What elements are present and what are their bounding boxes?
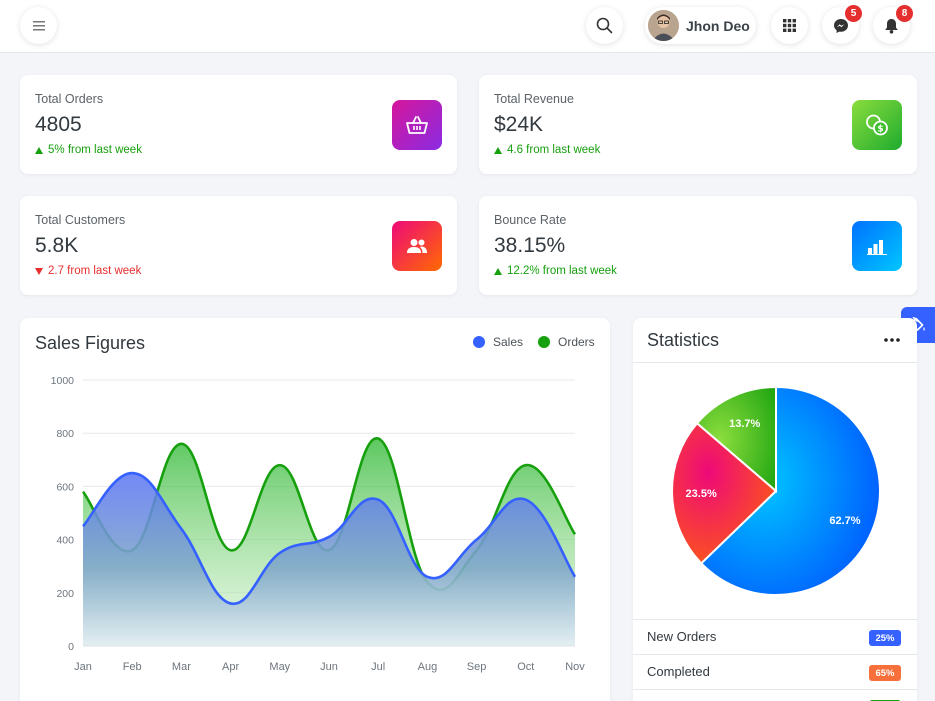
stat-icon-box	[852, 221, 902, 271]
pie-slice-label: 13.7%	[729, 418, 760, 430]
pie-slice	[699, 385, 881, 596]
stat-value: 38.15%	[494, 234, 566, 257]
stat-label: Total Customers	[35, 213, 126, 227]
legend-item-sales[interactable]: Sales	[473, 335, 523, 349]
stats-row-label: New Orders	[647, 629, 717, 644]
statistics-pie-chart: 62.7% 23.5% 13.7%	[671, 385, 881, 596]
stat-label: Total Orders	[35, 92, 104, 106]
stats-pill-badge: 25%	[869, 630, 901, 646]
y-tick-label: 0	[68, 641, 74, 653]
stat-value: 5.8K	[35, 234, 79, 257]
apps-grid-icon	[783, 19, 796, 32]
stat-card-total-customers: Total Customers 5.8K 2.7 from last week	[20, 196, 457, 295]
statistics-row-new-orders: New Orders 25%	[633, 619, 917, 654]
stat-icon-box	[392, 221, 442, 271]
statistics-title: Statistics	[647, 330, 720, 350]
y-tick-label: 600	[56, 481, 74, 493]
series-area-sales	[83, 473, 575, 646]
x-tick-label: Jul	[371, 661, 385, 673]
pie-slice	[695, 385, 777, 494]
x-tick-label: Jun	[320, 661, 338, 673]
user-profile-button[interactable]: Jhon Deo	[645, 7, 756, 44]
y-tick-label: 1000	[51, 375, 75, 387]
series-line-sales	[82, 471, 577, 605]
y-tick-label: 800	[56, 428, 74, 440]
x-tick-label: May	[269, 661, 290, 673]
stat-value: $24K	[494, 113, 544, 136]
legend-item-orders[interactable]: Orders	[538, 335, 595, 349]
x-tick-label: Oct	[517, 661, 534, 673]
x-tick-label: Nov	[565, 661, 585, 673]
pie-slice	[671, 421, 778, 565]
statistics-row-completed: Completed 65%	[633, 654, 917, 689]
stat-change: 5% from last week	[35, 144, 142, 156]
trend-up-icon	[35, 146, 43, 154]
sales-figures-chart: 0 200 400 600 800 1000 Jan Feb Mar Apr May Jun Jul A…	[51, 375, 586, 673]
x-tick-label: Jan	[74, 661, 92, 673]
legend-dot-icon	[473, 336, 485, 348]
x-tick-label: Feb	[123, 661, 142, 673]
bell-icon	[885, 18, 898, 34]
divider	[633, 362, 917, 363]
more-horizontal-icon	[884, 338, 900, 342]
messages-count-badge: 5	[845, 5, 862, 22]
sales-figures-title: Sales Figures	[35, 333, 146, 353]
search-button[interactable]	[586, 7, 623, 44]
stats-row-label: Completed	[647, 664, 710, 679]
top-navbar: Jhon Deo 5 8	[0, 0, 935, 53]
stat-card-total-revenue: Total Revenue $24K 4.6 from last week $	[479, 75, 917, 174]
trend-up-icon	[494, 267, 502, 275]
stat-change: 12.2% from last week	[494, 265, 617, 277]
stat-card-total-orders: Total Orders 4805 5% from last week	[20, 75, 457, 174]
pie-slice-label: 23.5%	[686, 488, 717, 500]
bar-chart-icon	[867, 240, 887, 255]
statistics-more-button[interactable]	[883, 330, 901, 350]
stat-value: 4805	[35, 113, 82, 136]
trend-down-icon	[35, 267, 43, 275]
stat-change: 2.7 from last week	[35, 265, 141, 277]
apps-button[interactable]	[771, 7, 808, 44]
stat-icon-box: $	[852, 100, 902, 150]
x-tick-label: Apr	[222, 661, 239, 673]
y-tick-label: 200	[56, 588, 74, 600]
x-tick-label: Sep	[467, 661, 487, 673]
hamburger-icon	[32, 20, 45, 30]
legend-dot-icon	[538, 336, 550, 348]
statistics-row-partial	[633, 689, 917, 701]
x-tick-label: Aug	[418, 661, 438, 673]
basket-icon	[406, 116, 428, 134]
menu-toggle-button[interactable]	[20, 7, 57, 44]
messages-button[interactable]: 5	[822, 5, 862, 44]
stat-label: Bounce Rate	[494, 213, 567, 227]
search-icon	[596, 17, 613, 34]
notifications-button[interactable]: 8	[873, 5, 913, 44]
avatar	[648, 10, 679, 41]
notifications-count-badge: 8	[896, 5, 913, 22]
stat-icon-box	[392, 100, 442, 150]
messenger-icon	[833, 18, 848, 33]
stat-label: Total Revenue	[494, 92, 574, 106]
stat-change: 4.6 from last week	[494, 144, 600, 156]
trend-up-icon	[494, 146, 502, 154]
money-icon: $	[866, 114, 888, 136]
stats-pill-badge: 65%	[869, 665, 901, 681]
x-tick-label: Mar	[172, 661, 191, 673]
pie-slice-label: 62.7%	[829, 515, 860, 527]
svg-text:$: $	[877, 125, 883, 135]
user-name: Jhon Deo	[686, 17, 750, 34]
y-tick-label: 400	[56, 535, 74, 547]
users-icon	[407, 239, 427, 253]
stat-card-bounce-rate: Bounce Rate 38.15% 12.2% from last week	[479, 196, 917, 295]
